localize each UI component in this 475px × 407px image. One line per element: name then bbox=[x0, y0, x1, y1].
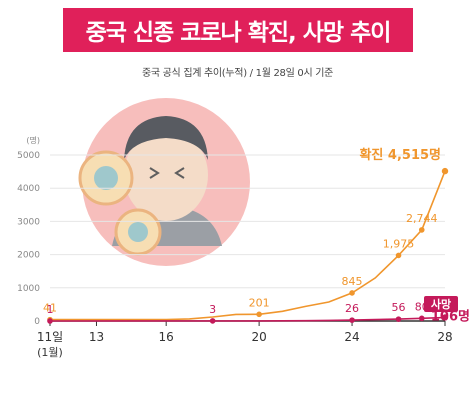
data-point bbox=[395, 316, 402, 322]
data-label: 2,744 bbox=[406, 212, 438, 225]
data-point bbox=[47, 318, 53, 324]
y-tick-label: 2000 bbox=[17, 251, 40, 261]
confirmed-total-label: 확진 4,515명 bbox=[359, 147, 441, 163]
y-tick-label: 5000 bbox=[17, 151, 40, 161]
data-point bbox=[395, 252, 402, 259]
data-point bbox=[441, 167, 449, 175]
series-line-confirmed bbox=[50, 170, 446, 321]
data-point bbox=[209, 318, 216, 324]
x-tick-label: 16 bbox=[159, 330, 174, 344]
x-tick-sublabel: (1월) bbox=[37, 346, 63, 359]
x-tick-label: 13 bbox=[89, 330, 104, 344]
y-tick-label: 0 bbox=[34, 317, 40, 327]
data-point bbox=[349, 290, 355, 296]
x-tick-label: 20 bbox=[251, 330, 266, 344]
series-line-deaths bbox=[49, 316, 446, 322]
x-tick-label: 11일 bbox=[37, 330, 63, 344]
y-tick-label: 4000 bbox=[17, 184, 40, 194]
data-point bbox=[418, 227, 425, 233]
data-label: 56 bbox=[392, 301, 406, 314]
data-point bbox=[349, 317, 355, 323]
sick-person-with-virus-icon bbox=[78, 98, 250, 266]
x-tick-label: 24 bbox=[344, 330, 359, 344]
data-label: 3 bbox=[209, 303, 216, 316]
data-label: 1,975 bbox=[383, 237, 415, 250]
y-axis-label: (명) bbox=[26, 135, 40, 145]
chart-subtitle: 중국 공식 집계 추이(누적) / 1월 28일 0시 기준 bbox=[141, 68, 334, 79]
data-label: 41 bbox=[43, 302, 57, 315]
y-tick-label: 1000 bbox=[17, 284, 40, 294]
deaths-total-label: 106명 bbox=[431, 308, 470, 324]
data-point bbox=[418, 315, 425, 322]
deaths-legend-label: 사망 bbox=[431, 297, 451, 311]
data-label: 201 bbox=[249, 296, 270, 309]
page-title: 중국 신종 코로나 확진, 사망 추이 bbox=[63, 8, 413, 52]
data-label: 1 bbox=[47, 303, 54, 316]
data-point bbox=[256, 311, 262, 318]
data-label: 845 bbox=[342, 275, 363, 288]
deaths-legend-badge bbox=[424, 296, 458, 312]
x-tick-label: 28 bbox=[437, 330, 452, 344]
data-label: 26 bbox=[345, 302, 359, 315]
y-tick-label: 3000 bbox=[17, 217, 40, 227]
data-point bbox=[441, 314, 449, 321]
